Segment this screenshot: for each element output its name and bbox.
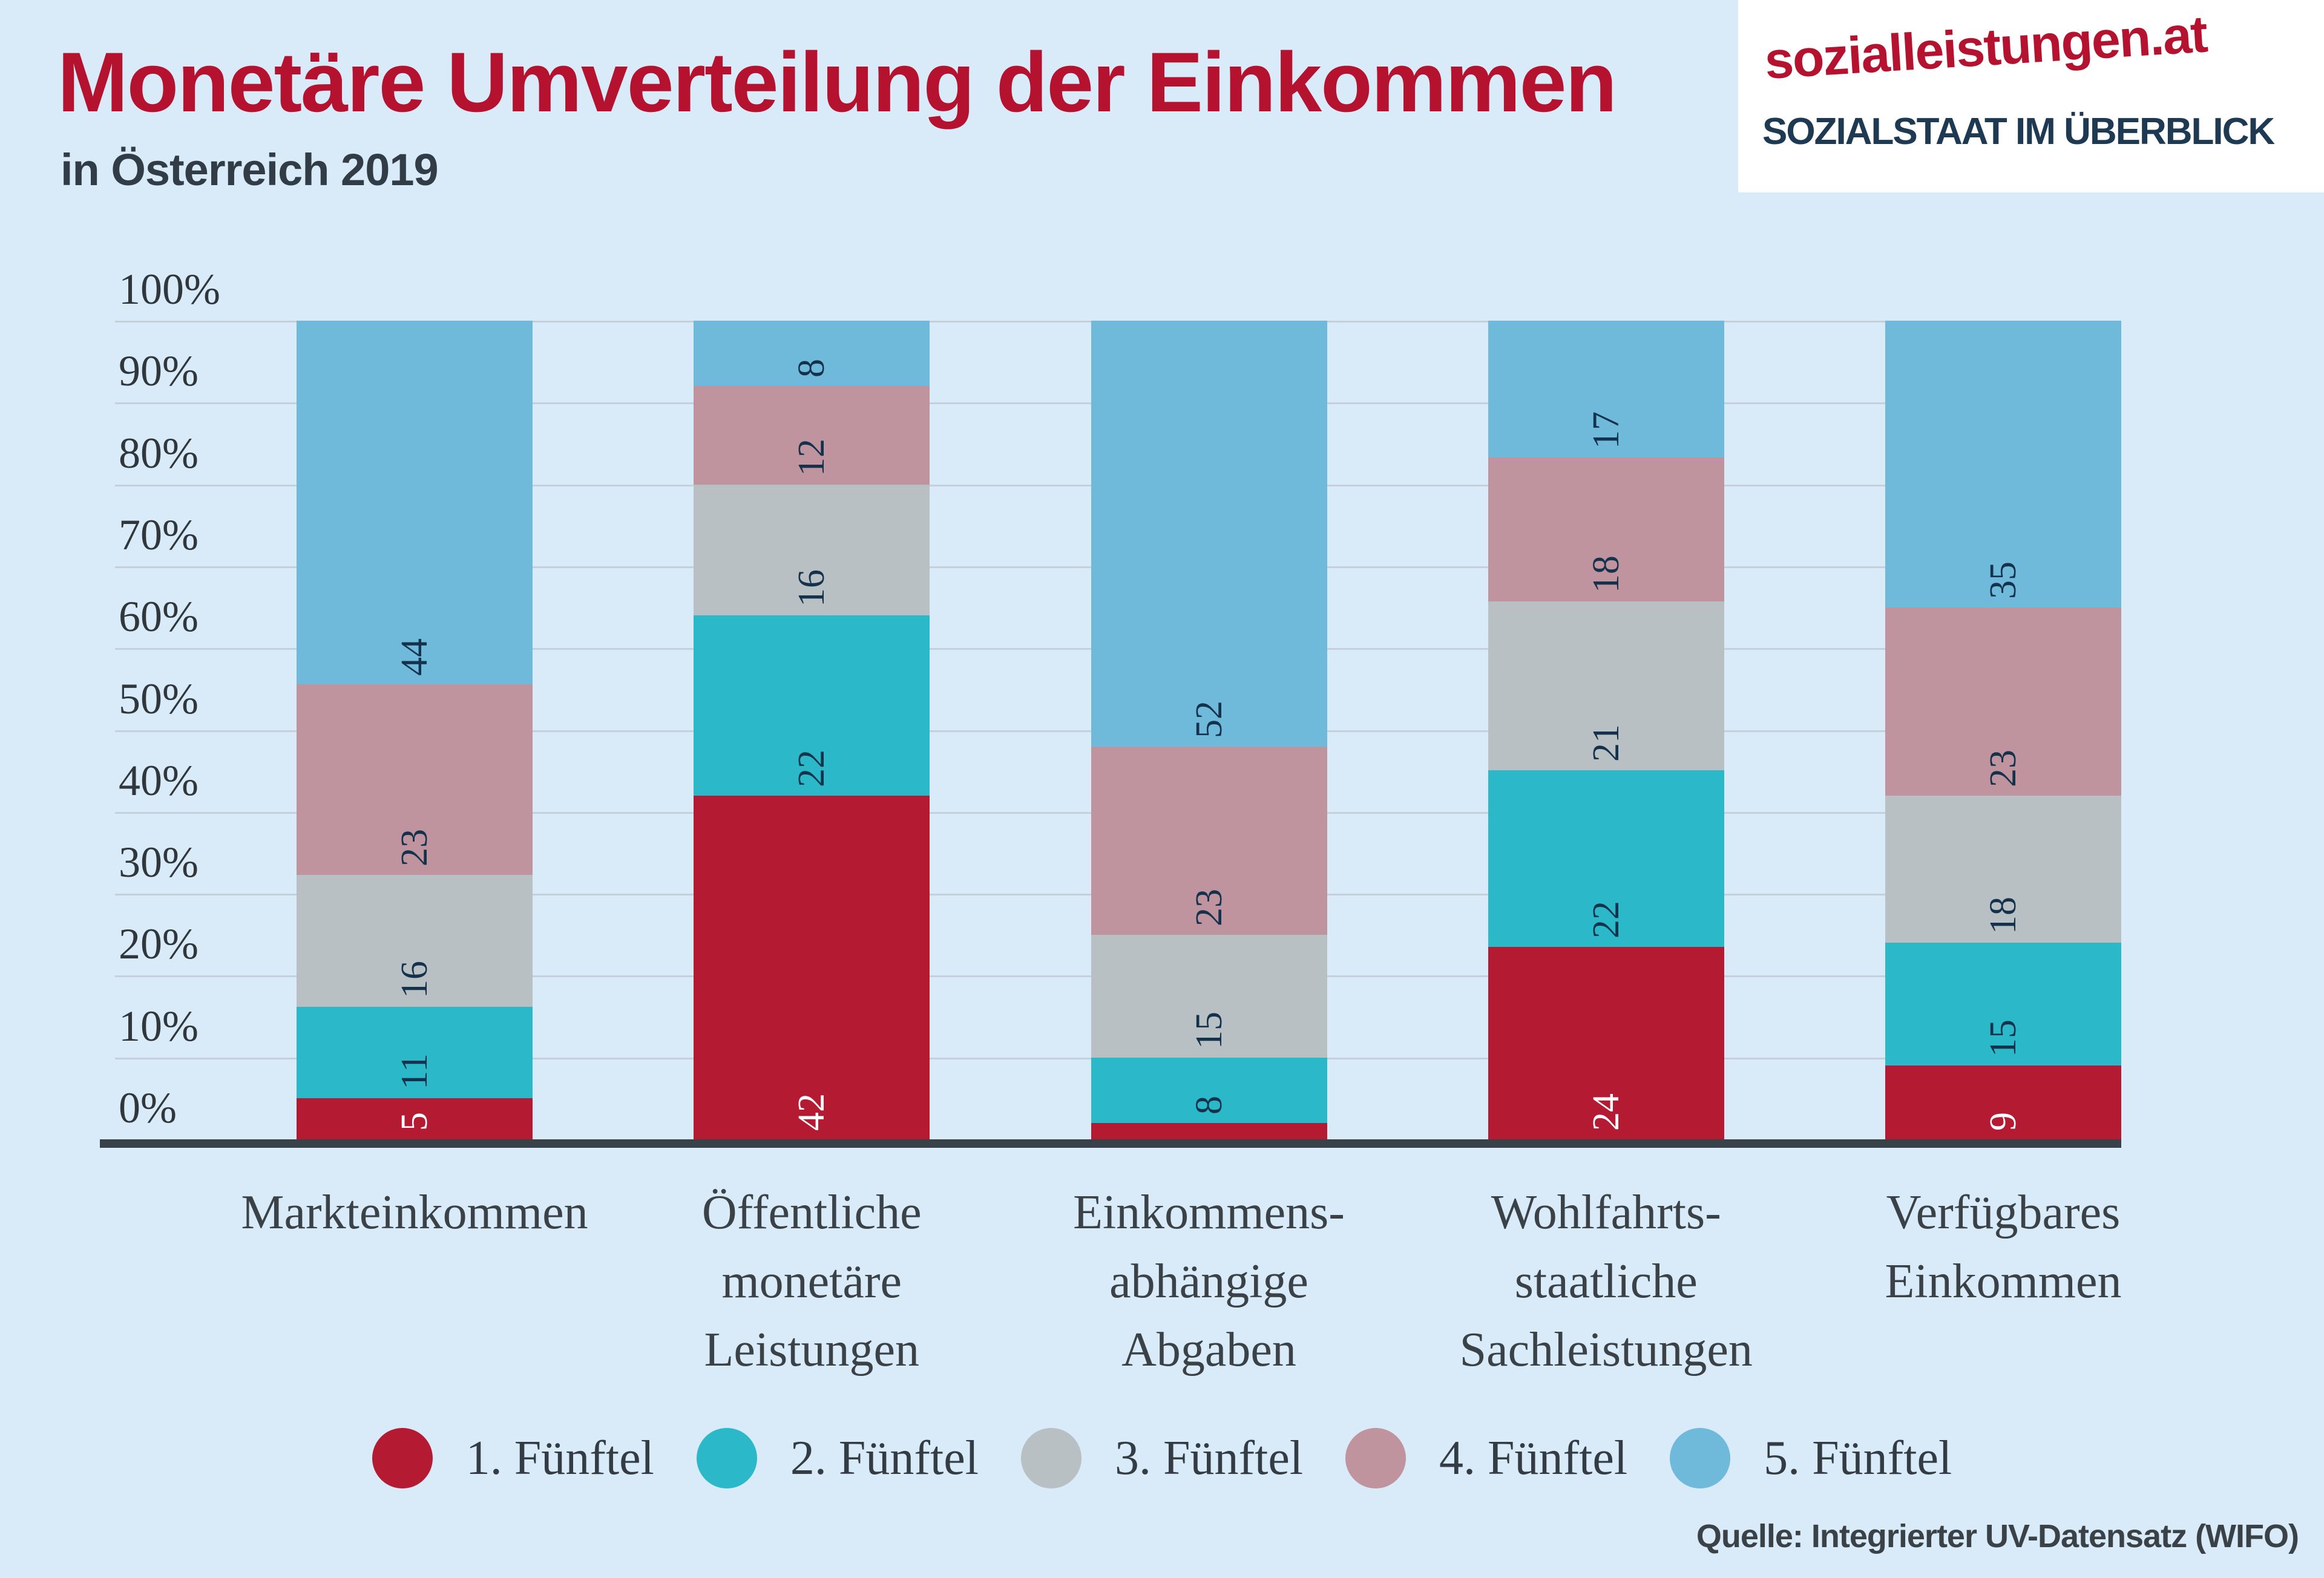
segment-value-label: 18 [1585, 555, 1627, 594]
legend-label: 2. Fünftel [790, 1431, 979, 1485]
legend-label: 4. Fünftel [1439, 1431, 1628, 1485]
bar-segment: 42 [694, 795, 930, 1139]
bar-segment: 23 [1091, 746, 1327, 935]
bar-segment: 15 [1091, 934, 1327, 1058]
segment-value-label: 23 [394, 828, 435, 866]
legend-swatch-icon [372, 1428, 433, 1488]
bar-4: 17 18 21 22 24 [1488, 321, 1724, 1139]
bar-segment: 16 [297, 874, 533, 1007]
segment-value-label: 44 [394, 638, 435, 676]
x-axis-category-label: Markteinkommen [241, 1186, 588, 1239]
bar-segment: 18 [1488, 457, 1724, 602]
segment-value-label: 5 [394, 1111, 435, 1131]
segment-value-label: 21 [1585, 724, 1627, 762]
bar-segment: 17 [1488, 321, 1724, 457]
logo: sozialleistungen.at SOZIALSTAAT IM ÜBERB… [1738, 0, 2324, 192]
bar-segment: 24 [1488, 946, 1724, 1139]
legend-swatch-icon [1670, 1428, 1731, 1488]
x-axis-line [100, 1139, 2121, 1148]
bar-segment: 9 [1885, 1066, 2121, 1139]
page-title: Monetäre Umverteilung der Einkommen [57, 34, 1617, 129]
bar-segment: 22 [694, 615, 930, 796]
legend-item-5: 5. Fünftel [1670, 1428, 1952, 1488]
segment-value-label: 52 [1188, 700, 1230, 738]
bar-segment: 11 [297, 1007, 533, 1098]
segment-value-label: 22 [1585, 900, 1627, 938]
y-axis-tick-label: 70% [119, 510, 199, 559]
segment-value-label: 15 [1983, 1020, 2024, 1058]
x-axis-category-label: Einkommens- abhängige Abgaben [1073, 1186, 1345, 1377]
x-axis-category-label: Wohlfahrts- staatliche Sachleistungen [1459, 1186, 1753, 1377]
segment-value-label: 35 [1983, 561, 2024, 599]
legend-swatch-icon [696, 1428, 757, 1488]
bar-segment: 5 [297, 1098, 533, 1139]
bar-segment: 12 [694, 386, 930, 485]
segment-value-label: 23 [1983, 749, 2024, 787]
segment-value-label: 8 [791, 359, 833, 378]
segment-value-label: 8 [1188, 1095, 1230, 1115]
bar-5: 35 23 18 15 9 [1885, 321, 2121, 1139]
segment-value-label: 18 [1983, 897, 2024, 935]
y-axis-tick-label: 20% [119, 920, 199, 969]
legend-label: 1. Fünftel [465, 1431, 654, 1485]
bar-segment: 22 [1488, 770, 1724, 947]
bar-segment: 23 [1885, 607, 2121, 796]
y-axis-tick-label: 90% [119, 347, 199, 396]
bar-segment: 16 [694, 484, 930, 616]
segment-value-label: 22 [791, 749, 833, 787]
logo-tagline: SOZIALSTAAT IM ÜBERBLICK [1762, 111, 2275, 152]
bar-segment: 8 [1091, 1057, 1327, 1123]
y-axis-tick-label: 50% [119, 674, 199, 723]
y-axis-tick-label: 60% [119, 592, 199, 641]
segment-value-label: 16 [791, 569, 833, 607]
x-axis-category-label: Verfügbares Einkommen [1885, 1186, 2122, 1308]
bar-segment: 18 [1885, 795, 2121, 943]
segment-value-label: 12 [791, 438, 833, 476]
segment-value-label: 16 [394, 961, 435, 999]
legend-item-4: 4. Fünftel [1345, 1428, 1627, 1488]
legend-label: 5. Fünftel [1764, 1431, 1952, 1485]
x-axis-category-label: Öffentliche monetäre Leistungen [701, 1186, 922, 1377]
bar-1: 44 23 16 11 5 [297, 321, 533, 1139]
bar-3: 52 23 15 8 [1091, 321, 1327, 1139]
segment-value-label: 11 [394, 1053, 435, 1090]
segment-value-label: 23 [1188, 888, 1230, 926]
bar-2: 8 12 16 22 42 [694, 321, 930, 1139]
logo-brand-text: sozialleistungen.at [1763, 5, 2208, 90]
y-axis-tick-label: 0% [119, 1084, 177, 1132]
y-axis-tick-label: 40% [119, 756, 199, 805]
bar-segment: 21 [1488, 601, 1724, 770]
legend-item-2: 2. Fünftel [696, 1428, 979, 1488]
y-axis-tick-label: 30% [119, 838, 199, 887]
bar-segment [1091, 1122, 1327, 1139]
legend-item-1: 1. Fünftel [372, 1428, 654, 1488]
bar-segment: 52 [1091, 321, 1327, 747]
segment-value-label: 9 [1983, 1111, 2024, 1131]
bar-segment: 15 [1885, 943, 2121, 1066]
legend-swatch-icon [1345, 1428, 1407, 1488]
y-axis-tick-label: 80% [119, 428, 199, 477]
segment-value-label: 24 [1585, 1093, 1627, 1131]
page-subtitle: in Österreich 2019 [61, 145, 439, 195]
legend: 1. Fünftel 2. Fünftel 3. Fünftel 4. Fünftel… [0, 1423, 2324, 1493]
bar-segment: 23 [297, 684, 533, 875]
segment-value-label: 17 [1585, 411, 1627, 449]
bar-segment: 44 [297, 321, 533, 685]
bar-segment: 8 [694, 321, 930, 387]
legend-label: 3. Fünftel [1114, 1431, 1304, 1485]
y-axis-tick-label: 10% [119, 1001, 199, 1050]
segment-value-label: 15 [1188, 1011, 1230, 1049]
legend-swatch-icon [1020, 1428, 1082, 1488]
source-note: Quelle: Integrierter UV-Datensatz (WIFO) [1696, 1518, 2299, 1554]
segment-value-label: 42 [791, 1093, 833, 1131]
y-axis-tick-label: 100% [119, 265, 220, 313]
legend-item-3: 3. Fünftel [1020, 1428, 1304, 1488]
bar-segment: 35 [1885, 321, 2121, 607]
